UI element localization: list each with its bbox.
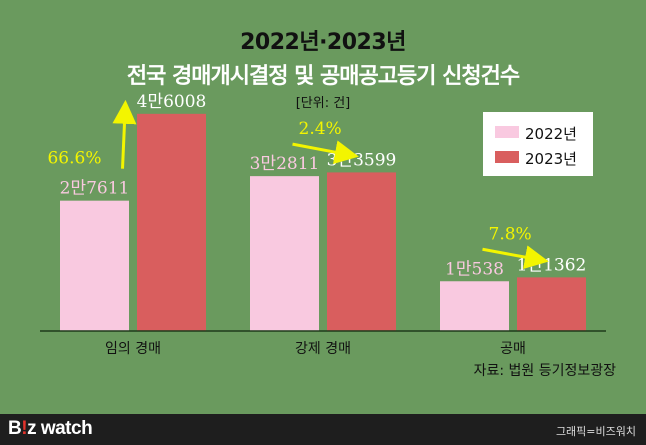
growth-rate-label-cat1: 2.4% [299,119,342,139]
data-label-2023-cat0: 4만6008 [137,92,207,112]
bar-2022-cat0 [60,200,129,331]
legend-label-2022: 2022년 [525,125,577,143]
title-line-2: 전국 경매개시결정 및 공매공고등기 신청건수 [126,64,520,89]
bar-2023-cat0 [137,113,206,331]
category-label-cat2: 공매 [500,341,526,357]
unit-label: [단위: 건] [295,96,351,111]
bar-2023-cat2 [517,277,586,331]
legend-swatch-2022 [495,126,519,138]
bizwatch-logo: B!z watch [8,418,93,439]
bar-2023-cat1 [327,172,396,331]
growth-rate-label-cat2: 7.8% [489,224,532,244]
growth-arrow-cat0 [112,99,137,169]
data-label-2022-cat2: 1만538 [445,259,504,279]
category-label-cat0: 임의 경매 [105,341,161,357]
bar-2022-cat2 [440,281,509,331]
bar-2022-cat1 [250,176,319,331]
legend-label-2023: 2023년 [525,150,577,168]
title-line-1: 2022년·2023년 [240,30,406,55]
data-label-2022-cat0: 2만7611 [60,179,130,199]
footer-bar: B!z watch 그래픽=비즈워치 [0,414,646,445]
legend-swatch-2023 [495,151,519,163]
growth-arrow-cat2 [482,245,549,269]
source-note: 자료: 법원 등기정보광장 [473,363,616,379]
graphic-credit: 그래픽=비즈워치 [555,425,636,438]
growth-rate-label-cat0: 66.6% [47,149,101,169]
category-label-cat1: 강제 경매 [295,341,351,357]
growth-arrow-cat1 [292,140,359,164]
data-label-2022-cat1: 3만2811 [250,154,320,174]
legend: 2022년 2023년 [483,112,593,176]
